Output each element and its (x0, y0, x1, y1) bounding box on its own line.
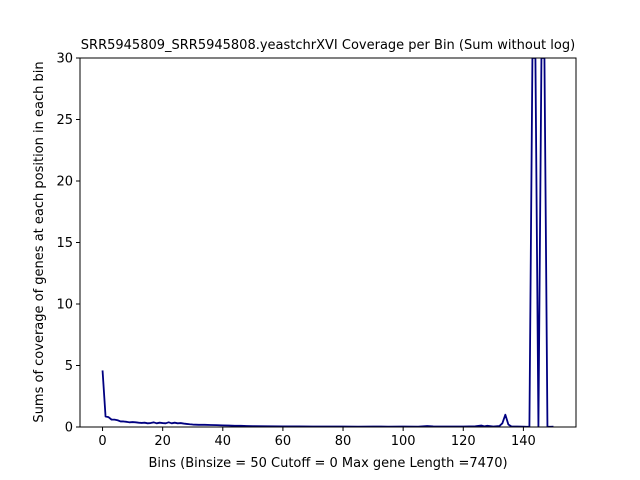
chart-title: SRR5945809_SRR5945808.yeastchrXVI Covera… (81, 38, 575, 53)
x-tick-label: 100 (391, 434, 416, 449)
x-tick-label: 120 (451, 434, 476, 449)
y-tick-label: 10 (56, 298, 73, 313)
y-tick-label: 20 (56, 175, 73, 190)
series-line (101, 58, 554, 427)
x-tick-label: 80 (335, 434, 352, 449)
x-tick-label: 60 (275, 434, 292, 449)
x-tick-label: 140 (511, 434, 536, 449)
y-axis: 0 5 10 15 20 25 30 (56, 52, 80, 436)
y-axis-label: Sums of coverage of genes at each positi… (32, 61, 47, 422)
x-tick-label: 0 (98, 434, 106, 449)
y-tick-label: 0 (65, 421, 73, 436)
series-layer (101, 58, 554, 427)
y-tick-label: 30 (56, 52, 73, 67)
x-tick-label: 40 (215, 434, 232, 449)
x-axis: 0 20 40 60 80 100 120 140 (98, 427, 536, 449)
y-tick-label: 5 (65, 359, 73, 374)
x-tick-label: 20 (154, 434, 171, 449)
y-tick-label: 25 (56, 113, 73, 128)
y-tick-label: 15 (56, 236, 73, 251)
x-axis-label: Bins (Binsize = 50 Cutoff = 0 Max gene L… (148, 456, 507, 471)
